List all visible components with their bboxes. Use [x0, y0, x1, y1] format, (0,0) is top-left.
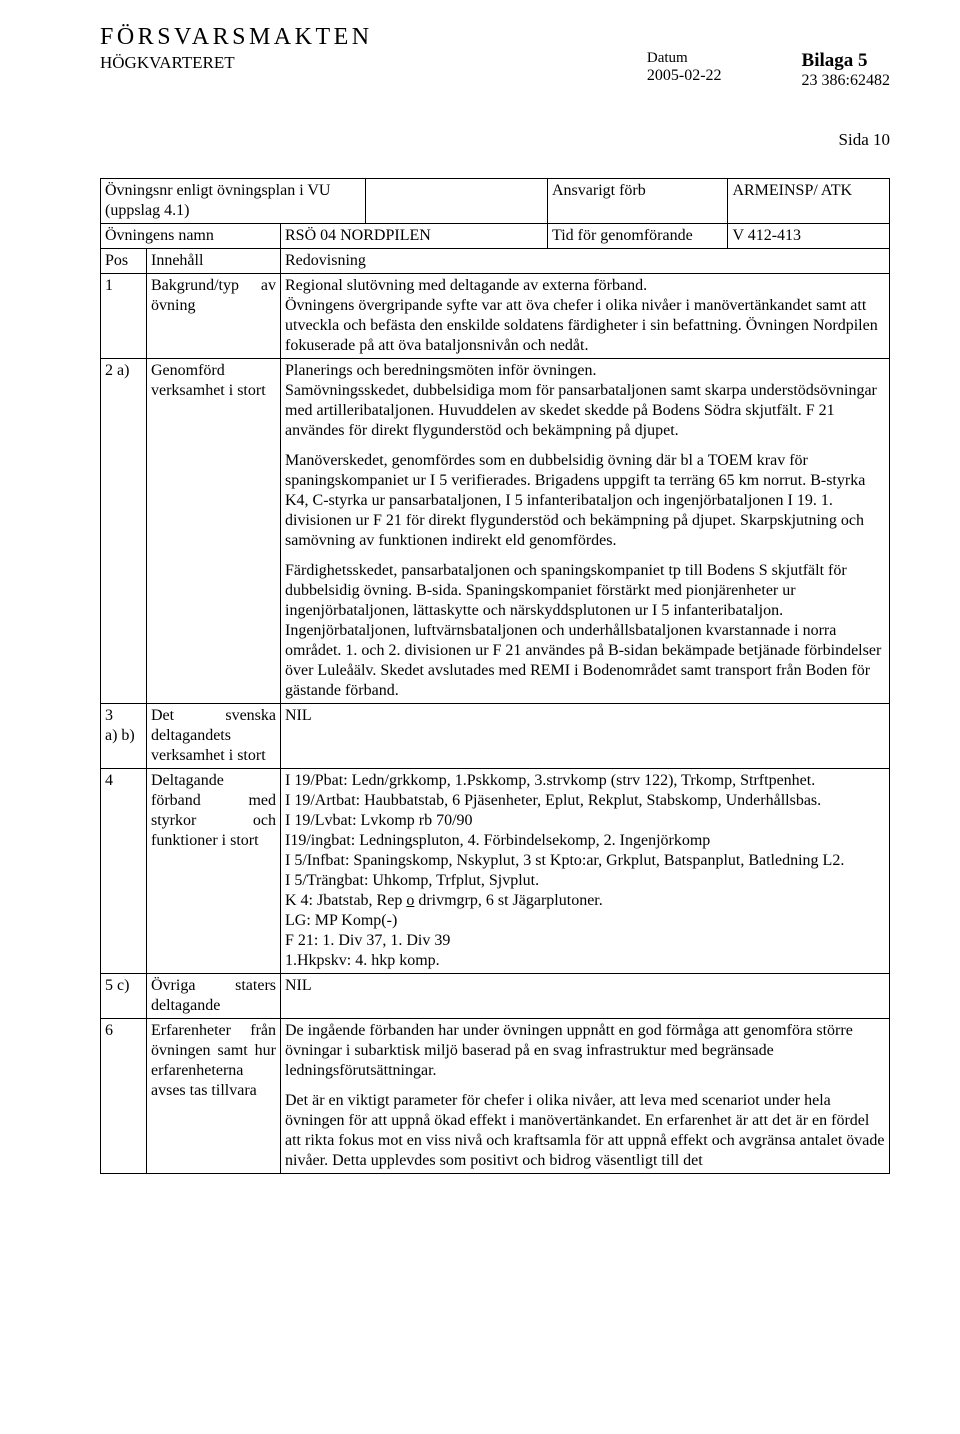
cell-pos: 4 [101, 769, 147, 974]
ovningens-namn-value: RSÖ 04 NORDPILEN [281, 224, 548, 249]
cell-pos: 1 [101, 274, 147, 359]
line: I19/ingbat: Ledningspluton, 4. Förbindel… [285, 831, 885, 851]
bilaga-block: Bilaga 5 23 386:62482 [802, 50, 890, 90]
table-row: Pos Innehåll Redovisning [101, 249, 890, 274]
org-block: FÖRSVARSMAKTEN HÖGKVARTERET [100, 24, 373, 73]
table-row: 6 Erfarenheter från övningen samt hur er… [101, 1019, 890, 1174]
line: I 5/Infbat: Spaningskomp, Nskyplut, 3 st… [285, 851, 885, 871]
table-row: 1 Bakgrund/typ av övning Regional slutöv… [101, 274, 890, 359]
cell-redovisning: NIL [281, 974, 890, 1019]
line: 1.Hkpskv: 4. hkp komp. [285, 951, 885, 971]
org-name: FÖRSVARSMAKTEN [100, 24, 373, 51]
paragraph: Planerings och beredningsmöten inför övn… [285, 361, 885, 441]
cell-innehall: Genomförd verksamhet i stort [147, 359, 281, 704]
cell-innehall: Erfarenheter från övningen samt hur erfa… [147, 1019, 281, 1174]
paragraph: Manöverskedet, genomfördes som en dubbel… [285, 451, 885, 551]
cell-text: Erfarenheter från övningen samt hur erfa… [151, 1022, 276, 1099]
tid-label: Tid för genomförande [547, 224, 727, 249]
cell-pos: 6 [101, 1019, 147, 1174]
line: I 19/Pbat: Ledn/grkkomp, 1.Pskkomp, 3.st… [285, 771, 885, 791]
ansvarigt-value: ARMEINSP/ ATK [728, 179, 890, 224]
main-table: Övningsnr enligt övningsplan i VU (uppsl… [100, 178, 890, 1174]
bilaga-title: Bilaga 5 [802, 50, 890, 72]
ovningsnr-label: Övningsnr enligt övningsplan i VU (uppsl… [101, 179, 366, 224]
col-header-innehall: Innehåll [147, 249, 281, 274]
line: LG: MP Komp(-) [285, 911, 885, 931]
cell-text: 3 a) b) [105, 707, 135, 744]
line: F 21: 1. Div 37, 1. Div 39 [285, 931, 885, 951]
header-right: Datum 2005-02-22 Bilaga 5 23 386:62482 [647, 24, 890, 90]
paragraph: Det är en viktigt parameter för chefer i… [285, 1091, 885, 1171]
cell-innehall: Deltagande förband med styrkor och funkt… [147, 769, 281, 974]
table-row: 3 a) b) Det svenska deltagandets verksam… [101, 704, 890, 769]
cell-text: Deltagande förband med styrkor och funkt… [151, 772, 276, 849]
paragraph: Färdighetsskedet, pansarbataljonen och s… [285, 561, 885, 701]
datum-label: Datum [647, 50, 722, 67]
tid-value: V 412-413 [728, 224, 890, 249]
line-text: drivmgrp, 6 st Jägarplutoner. [414, 892, 602, 909]
line-text: K 4: Jbatstab, Rep [285, 892, 406, 909]
cell-redovisning: NIL [281, 704, 890, 769]
org-subunit: HÖGKVARTERET [100, 53, 373, 73]
cell-innehall: Det svenska deltagandets verksamhet i st… [147, 704, 281, 769]
cell-innehall: Övriga staters deltagande [147, 974, 281, 1019]
cell-text: Övriga staters deltagande [151, 977, 276, 1014]
document-page: FÖRSVARSMAKTEN HÖGKVARTERET Datum 2005-0… [0, 0, 960, 1214]
cell-text: Regional slutövning med deltagande av ex… [285, 277, 878, 354]
paragraph: De ingående förbanden har under övningen… [285, 1021, 885, 1081]
page-number: Sida 10 [100, 130, 890, 150]
table-row: Övningsnr enligt övningsplan i VU (uppsl… [101, 179, 890, 224]
cell-pos: 2 a) [101, 359, 147, 704]
ansvarigt-label: Ansvarigt förb [547, 179, 727, 224]
line: I 19/Artbat: Haubbatstab, 6 Pjäsenheter,… [285, 791, 885, 811]
page-header: FÖRSVARSMAKTEN HÖGKVARTERET Datum 2005-0… [100, 24, 890, 90]
table-row: 5 c) Övriga staters deltagande NIL [101, 974, 890, 1019]
cell-pos: 5 c) [101, 974, 147, 1019]
table-row: 2 a) Genomförd verksamhet i stort Planer… [101, 359, 890, 704]
ovningens-namn-label: Övningens namn [101, 224, 281, 249]
line: I 5/Trängbat: Uhkomp, Trfplut, Sjvplut. [285, 871, 885, 891]
datum-block: Datum 2005-02-22 [647, 50, 722, 90]
table-row: Övningens namn RSÖ 04 NORDPILEN Tid för … [101, 224, 890, 249]
cell-redovisning: I 19/Pbat: Ledn/grkkomp, 1.Pskkomp, 3.st… [281, 769, 890, 974]
col-header-pos: Pos [101, 249, 147, 274]
cell-text: Det svenska deltagandets verksamhet i st… [151, 707, 276, 764]
cell-innehall: Bakgrund/typ av övning [147, 274, 281, 359]
bilaga-ref: 23 386:62482 [802, 72, 890, 90]
line: K 4: Jbatstab, Rep o drivmgrp, 6 st Jäga… [285, 891, 885, 911]
datum-value: 2005-02-22 [647, 67, 722, 85]
cell-innehall-text: Bakgrund/typ av övning [151, 277, 276, 314]
line: I 19/Lvbat: Lvkomp rb 70/90 [285, 811, 885, 831]
cell-redovisning: Planerings och beredningsmöten inför övn… [281, 359, 890, 704]
cell-redovisning: De ingående förbanden har under övningen… [281, 1019, 890, 1174]
cell-redovisning: Regional slutövning med deltagande av ex… [281, 274, 890, 359]
col-header-redovisning: Redovisning [281, 249, 890, 274]
table-row: 4 Deltagande förband med styrkor och fun… [101, 769, 890, 974]
cell-pos: 3 a) b) [101, 704, 147, 769]
